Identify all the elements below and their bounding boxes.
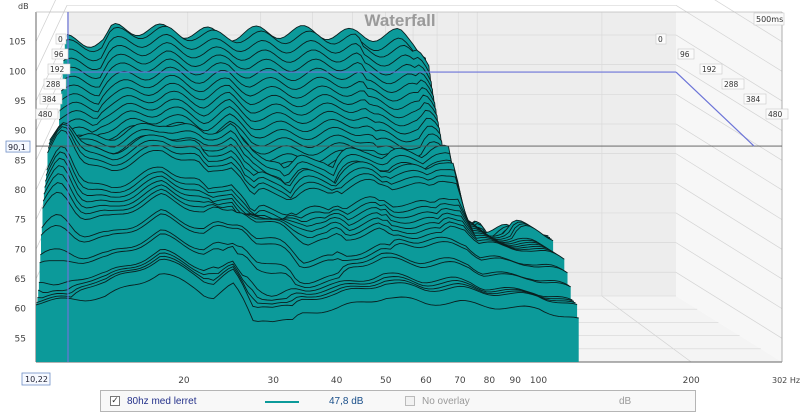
time-tick-label-left-box bbox=[39, 93, 63, 105]
y-tick-label: 60 bbox=[15, 305, 27, 315]
waterfall-slice-line bbox=[35, 273, 579, 323]
time-tick-label-right-box bbox=[743, 93, 767, 105]
y-tick-label: 85 bbox=[15, 156, 26, 166]
grid-line-db bbox=[675, 212, 783, 280]
time-tick-label-left: 0 bbox=[58, 35, 63, 44]
cursor-x-readout-box bbox=[21, 372, 51, 386]
waterfall-slice-line bbox=[40, 213, 568, 274]
overlay-label: No overlay bbox=[422, 396, 470, 407]
series-level-readout: 47,8 dB bbox=[329, 396, 364, 407]
grid-line-db bbox=[675, 5, 783, 72]
cursor-y-readout-box bbox=[5, 140, 31, 153]
grid-line-db bbox=[675, 34, 783, 102]
time-tick-label-left-box bbox=[55, 33, 67, 45]
x-tick-label: 60 bbox=[420, 376, 432, 386]
grid-line-db bbox=[675, 123, 783, 191]
grid-line-db bbox=[35, 0, 56, 42]
waterfall-slice-line bbox=[45, 151, 557, 256]
time-tick-label-left: 192 bbox=[50, 65, 65, 74]
time-tick-label-right-box bbox=[765, 108, 789, 120]
series-line-swatch bbox=[265, 401, 299, 403]
time-tick-label-right-box bbox=[699, 63, 723, 75]
time-tick-label-left-box bbox=[51, 48, 69, 60]
x-tick-label: 80 bbox=[484, 376, 496, 386]
time-tick-label-right: 192 bbox=[702, 65, 717, 74]
y-tick-label: 55 bbox=[15, 334, 26, 344]
time-tick-label-left: 480 bbox=[38, 110, 53, 119]
series-visibility-checkbox[interactable]: ✓ bbox=[110, 396, 120, 406]
waterfall-slice-line bbox=[42, 182, 563, 259]
chart-title: Waterfall bbox=[364, 11, 435, 30]
waterfall-slice-line bbox=[39, 233, 571, 289]
grid-line-db bbox=[675, 271, 783, 339]
time-range-label: 500ms bbox=[756, 15, 783, 24]
waterfall-slice-line bbox=[44, 157, 559, 257]
y-tick-label: 70 bbox=[15, 245, 27, 255]
x-tick-label: 30 bbox=[268, 376, 280, 386]
waterfall-slice-line bbox=[43, 173, 562, 258]
time-tick-label-left-box bbox=[47, 63, 71, 75]
grid-line-db bbox=[675, 182, 783, 250]
overlay-checkbox[interactable] bbox=[405, 396, 415, 406]
waterfall-slice-line bbox=[44, 165, 560, 258]
time-tick-label-right: 384 bbox=[746, 95, 761, 104]
x-tick-label: 40 bbox=[331, 376, 343, 386]
x-axis-end-label: 302 Hz bbox=[772, 376, 800, 385]
y-tick-label: 105 bbox=[9, 38, 26, 48]
time-tick-label-right: 96 bbox=[680, 50, 690, 59]
time-tick-label-left: 384 bbox=[42, 95, 57, 104]
grid-line-db bbox=[35, 5, 68, 72]
time-tick-label-right-box bbox=[721, 78, 745, 90]
grid-line-db bbox=[675, 94, 783, 161]
time-tick-label-left-box bbox=[43, 78, 67, 90]
x-tick-label: 100 bbox=[530, 376, 547, 386]
waterfall-slice-line bbox=[41, 209, 567, 273]
x-tick-label: 90 bbox=[510, 376, 522, 386]
cursor-depth-line bbox=[675, 71, 755, 147]
x-tick-label: 20 bbox=[178, 376, 190, 386]
grid-line-db bbox=[675, 242, 783, 309]
y-tick-label: 75 bbox=[15, 216, 26, 226]
y-tick-label: 90 bbox=[15, 127, 27, 137]
cursor-y-readout: 90,1 bbox=[8, 143, 26, 152]
grid-line-hz bbox=[601, 295, 692, 363]
waterfall-slice-line bbox=[38, 249, 573, 301]
waterfall-slice-line bbox=[37, 252, 575, 302]
time-tick-label-right-box bbox=[677, 48, 695, 60]
time-tick-label-left-box bbox=[35, 108, 59, 120]
grid-line-db bbox=[714, 0, 783, 42]
y-tick-label: 95 bbox=[15, 97, 26, 107]
x-tick-label: 200 bbox=[683, 376, 700, 386]
cursor-x-readout: 10,22 bbox=[25, 375, 48, 384]
grid-line-db bbox=[675, 64, 783, 131]
label-layer: 55 60 65 70 75 80 85 90 95 100 105 20 30 40 50 60 70 80 90… bbox=[5, 2, 800, 386]
waterfall-slice-line bbox=[42, 191, 565, 260]
time-tick-label-right: 480 bbox=[768, 110, 783, 119]
legend-bar: ✓ 80hz med lerret 47,8 dB No overlay dB bbox=[100, 390, 696, 412]
waterfall-slice-line bbox=[36, 258, 578, 308]
waterfall-slice-fill bbox=[36, 273, 579, 362]
time-tick-label-right: 288 bbox=[724, 80, 739, 89]
surface-layer bbox=[35, 23, 579, 362]
waterfall-slice-line bbox=[40, 229, 570, 287]
time-tick-label-right: 0 bbox=[658, 35, 663, 44]
grid-line-db bbox=[675, 153, 783, 220]
time-tick-label-left: 96 bbox=[54, 50, 64, 59]
y-tick-label: 65 bbox=[15, 275, 26, 285]
x-tick-label: 70 bbox=[454, 376, 466, 386]
y-axis-label: dB bbox=[18, 2, 29, 11]
y-tick-label: 100 bbox=[9, 67, 26, 77]
time-tick-label-left: 288 bbox=[46, 80, 61, 89]
overlay-unit: dB bbox=[619, 396, 632, 407]
time-tick-label-right-box bbox=[655, 33, 667, 45]
series-name: 80hz med lerret bbox=[127, 396, 197, 407]
y-tick-label: 80 bbox=[15, 186, 27, 196]
waterfall-slice-line bbox=[37, 255, 576, 305]
x-tick-label: 50 bbox=[380, 376, 392, 386]
time-range-box bbox=[753, 12, 785, 26]
